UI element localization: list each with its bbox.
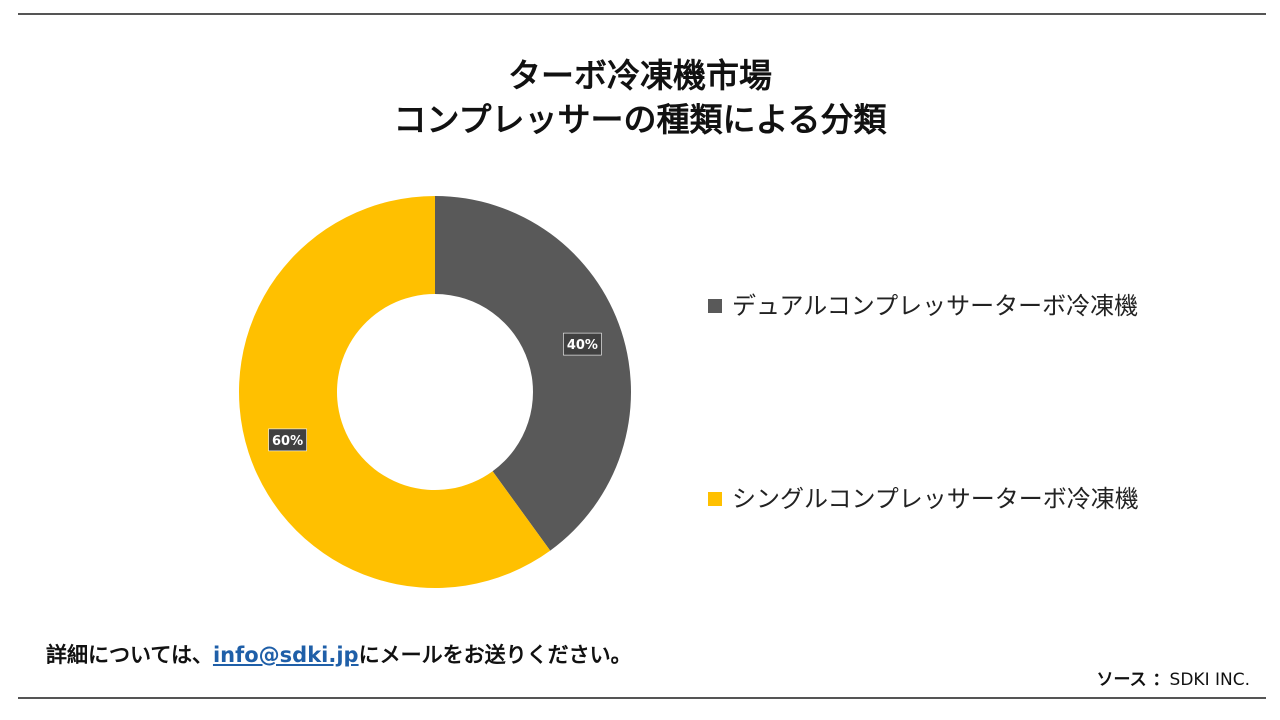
donut-label-bg xyxy=(563,332,602,356)
legend-item-dual: デュアルコンプレッサーターボ冷凍機 xyxy=(708,291,1138,321)
donut-label-single: 60% xyxy=(268,428,307,452)
contact-note-suffix: にメールをお送りください。 xyxy=(358,643,632,667)
legend-swatch-single xyxy=(708,492,722,506)
source-credit: ソース ：SDKI INC. xyxy=(1096,665,1250,690)
legend-item-single: シングルコンプレッサーターボ冷凍機 xyxy=(708,484,1139,514)
donut-label-text: 60% xyxy=(272,434,303,449)
bottom-divider xyxy=(18,697,1266,699)
donut-chart: 40% 60% xyxy=(238,196,631,588)
legend-swatch-dual xyxy=(708,299,722,313)
legend-label-single: シングルコンプレッサーターボ冷凍機 xyxy=(732,485,1139,513)
contact-note-prefix: 詳細については、 xyxy=(46,643,213,667)
donut-slice-dual xyxy=(435,196,631,551)
donut-slice-single xyxy=(238,196,551,588)
chart-title-line-2: コンプレッサーの種類による分類 xyxy=(393,100,887,139)
chart-title-line-1: ターボ冷凍機市場 xyxy=(508,56,772,95)
chart-title: ターボ冷凍機市場 コンプレッサーの種類による分類 xyxy=(0,54,1280,142)
contact-email-link[interactable]: info@sdki.jp xyxy=(212,643,359,667)
donut-label-text: 40% xyxy=(567,338,598,353)
legend-label-dual: デュアルコンプレッサーターボ冷凍機 xyxy=(732,292,1139,320)
donut-label-dual: 40% xyxy=(563,332,602,356)
donut-label-bg xyxy=(268,428,307,452)
contact-note: 詳細については、info@sdki.jpにメールをお送りください。 xyxy=(46,639,632,669)
top-divider xyxy=(18,13,1266,15)
source-value: SDKI INC. xyxy=(1169,670,1250,690)
source-key: ソース ： xyxy=(1096,670,1170,690)
